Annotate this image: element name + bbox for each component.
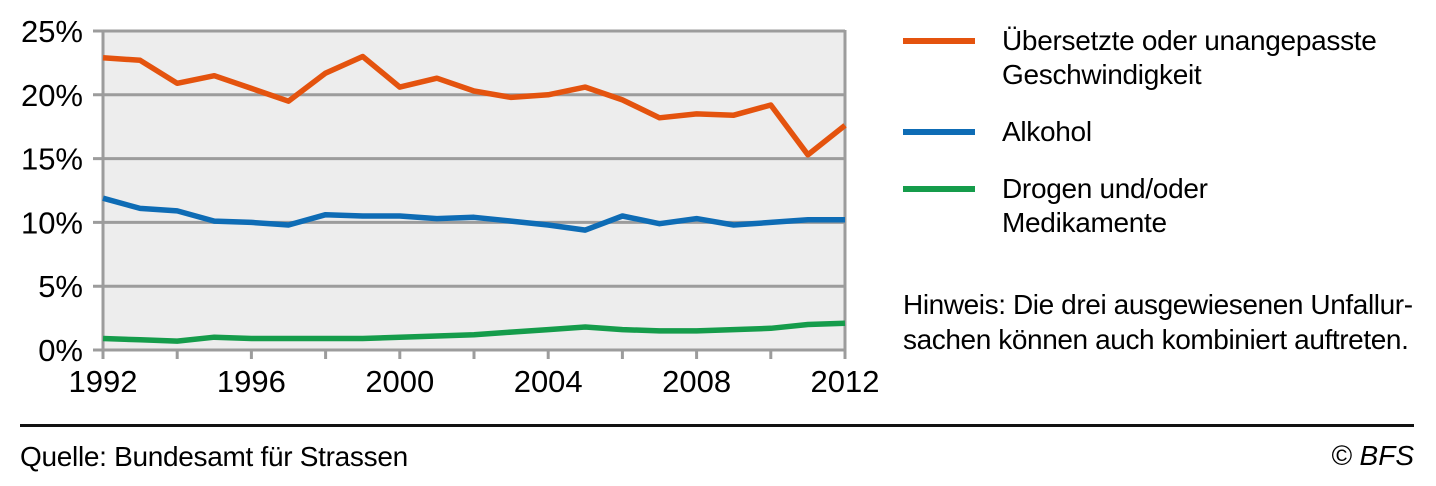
legend-item-speed: Übersetzte oder unangepasste Geschwindig… [903, 24, 1428, 92]
svg-text:0%: 0% [38, 333, 83, 368]
copyright-text: © BFS [1331, 440, 1414, 471]
speed-line-swatch [903, 38, 975, 44]
svg-text:5%: 5% [38, 269, 83, 304]
legend-label-drugs: Drogen und/oder Medikamente [1002, 172, 1208, 240]
source-text: Quelle: Bundesamt für Strassen [20, 441, 408, 472]
legend-item-alcohol: Alkohol [903, 115, 1428, 149]
legend-label-speed-line2: Geschwindigkeit [1002, 59, 1202, 90]
svg-text:20%: 20% [21, 78, 83, 113]
legend-label-drugs-line1: Drogen und/oder [1002, 173, 1208, 204]
legend-item-drugs: Drogen und/oder Medikamente [903, 172, 1428, 240]
footer-divider [20, 424, 1414, 427]
alcohol-line-swatch [903, 129, 975, 135]
legend-label-alcohol: Alkohol [1002, 115, 1092, 149]
svg-text:2008: 2008 [662, 364, 731, 399]
accident-causes-line-chart: 0% 5% 10% 15% 20% 25% 1992 1996 2000 2004 2008 2012 [21, 14, 880, 399]
note-line1: Hinweis: Die drei ausgewiesenen Unfallur… [903, 289, 1413, 320]
svg-text:2000: 2000 [365, 364, 434, 399]
legend-label-speed: Übersetzte oder unangepasste Geschwindig… [1002, 24, 1377, 92]
svg-text:1996: 1996 [217, 364, 286, 399]
drugs-line-swatch [903, 186, 975, 192]
note-line2: sachen können auch kombiniert auftreten. [903, 324, 1409, 355]
note: Hinweis: Die drei ausgewiesenen Unfallur… [903, 287, 1433, 357]
legend-label-drugs-line2: Medikamente [1002, 207, 1167, 238]
svg-text:1992: 1992 [69, 364, 138, 399]
svg-text:2012: 2012 [811, 364, 880, 399]
legend-label-speed-line1: Übersetzte oder unangepasste [1002, 25, 1377, 56]
svg-text:10%: 10% [21, 205, 83, 240]
svg-text:2004: 2004 [514, 364, 583, 399]
svg-text:25%: 25% [21, 14, 83, 49]
svg-text:15%: 15% [21, 142, 83, 177]
legend-label-alcohol-line1: Alkohol [1002, 116, 1092, 147]
legend: Übersetzte oder unangepasste Geschwindig… [903, 24, 1428, 263]
